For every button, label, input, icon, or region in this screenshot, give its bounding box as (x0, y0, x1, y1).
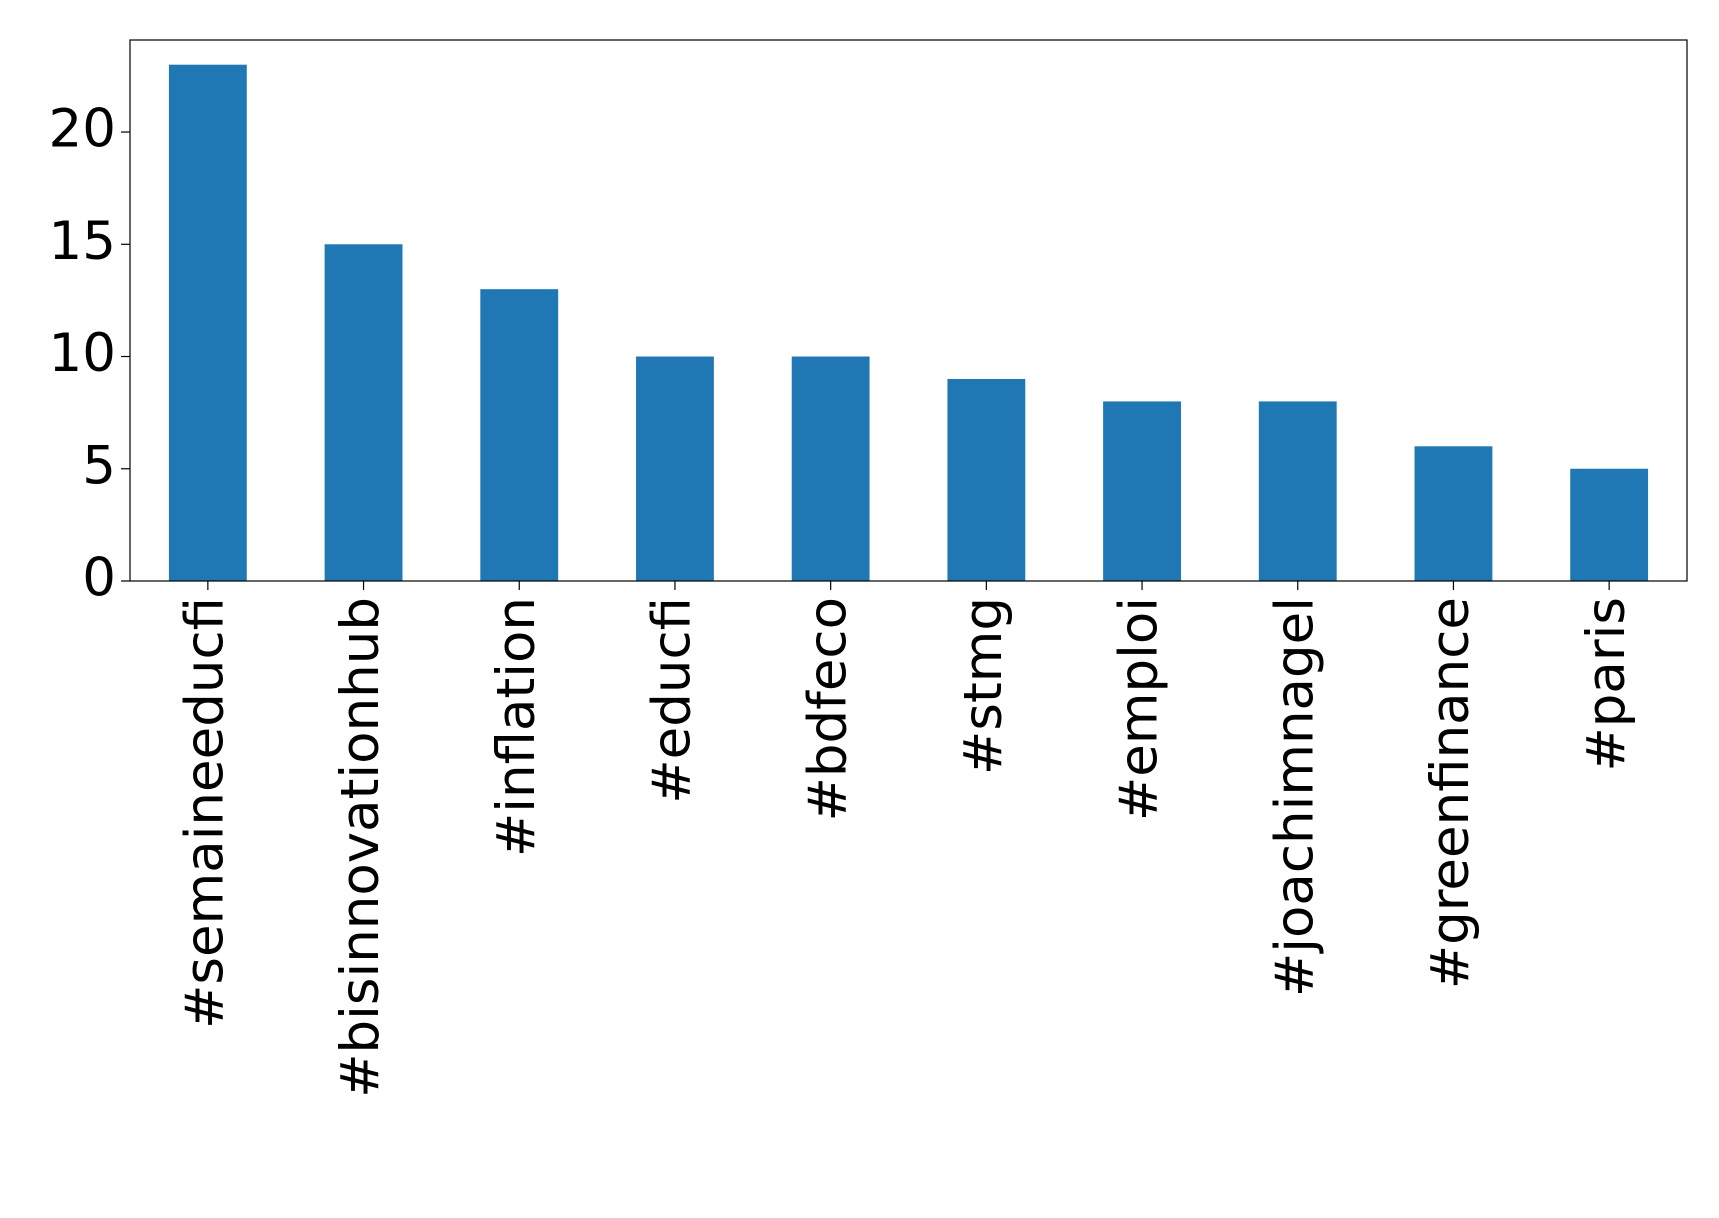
x-tick-label: #joachimnagel (1264, 597, 1325, 997)
x-tick-label: #emploi (1109, 597, 1170, 821)
y-tick-label: 5 (82, 435, 116, 496)
x-tick-label: #paris (1576, 597, 1637, 772)
bar (791, 356, 870, 581)
bar (636, 356, 714, 581)
bar (1414, 446, 1493, 581)
bar (1103, 401, 1181, 581)
x-tick-label: #bisinnovationhub (330, 597, 391, 1098)
bar (947, 378, 1026, 581)
x-tick-label: #educfi (642, 597, 703, 804)
plot-frame (129, 39, 1688, 582)
y-tick-label: 0 (82, 548, 116, 609)
y-tick-label: 15 (49, 211, 116, 272)
bar (1258, 401, 1337, 581)
bar (1570, 468, 1649, 581)
x-tick-label: #greenfinance (1420, 597, 1481, 989)
bar (480, 289, 559, 581)
y-tick-label: 20 (49, 99, 116, 160)
x-tick-label: #semaineeducfi (174, 597, 235, 1029)
x-tick-label: #inflation (486, 597, 547, 857)
x-tick-label: #bdfeco (797, 597, 858, 822)
y-tick-label: 10 (49, 323, 116, 384)
x-tick-label: #stmg (953, 597, 1014, 775)
bar (324, 244, 403, 581)
bar (168, 64, 247, 582)
